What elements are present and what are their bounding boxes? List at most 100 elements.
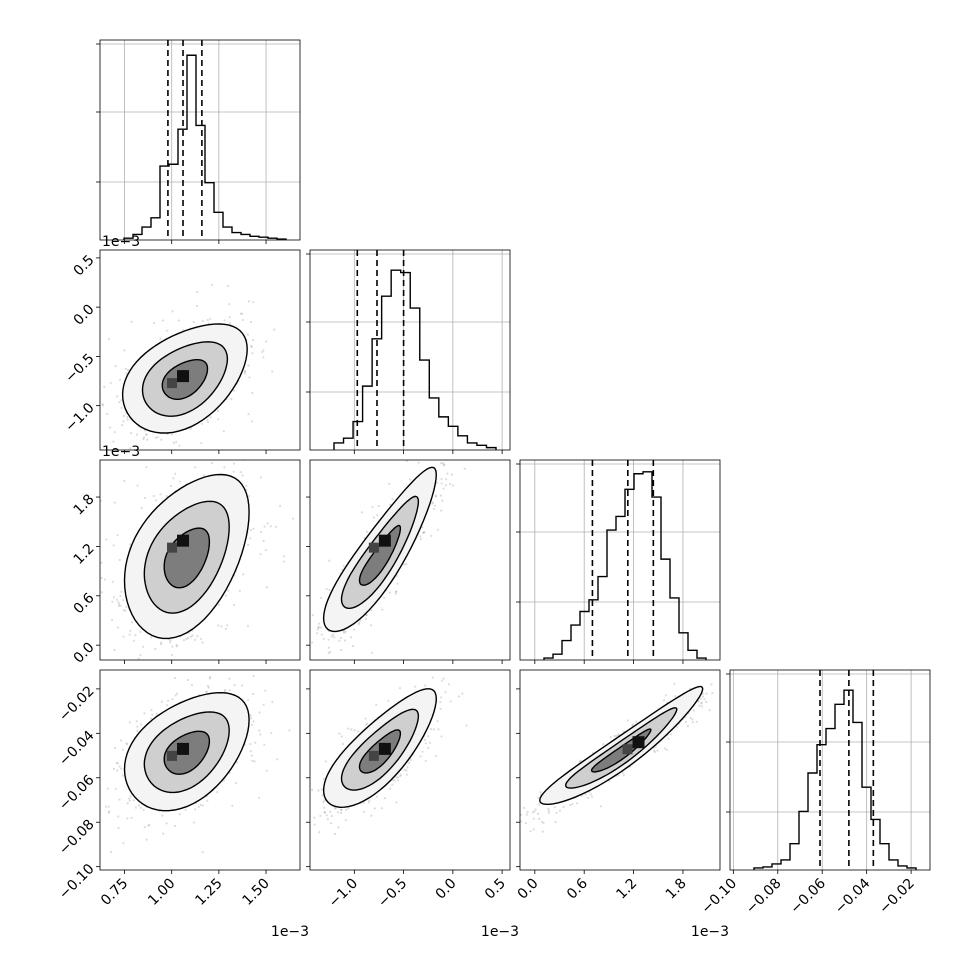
scatter-point: [123, 415, 125, 417]
scatter-point: [452, 484, 454, 486]
scatter-point: [112, 441, 114, 443]
scatter-point: [175, 694, 177, 696]
scatter-point: [142, 646, 144, 648]
scatter-point: [190, 649, 192, 651]
scatter-point: [397, 583, 399, 585]
hist-panel-2: [516, 460, 720, 660]
scatter-point: [119, 765, 121, 767]
scatter-point: [119, 694, 121, 696]
scatter-point: [119, 379, 121, 381]
scatter-point: [701, 705, 703, 707]
scatter-point: [371, 652, 373, 654]
scatter-point: [155, 465, 157, 467]
scatter-point: [201, 642, 203, 644]
scatter-point: [340, 649, 342, 651]
scatter-point: [406, 766, 408, 768]
scatter-point: [133, 799, 135, 801]
scatter-point: [283, 555, 285, 557]
scatter-point: [441, 680, 443, 682]
scatter-point: [302, 686, 304, 688]
scatter-point: [247, 625, 249, 627]
scatter-point: [427, 735, 429, 737]
scatter-point: [253, 720, 255, 722]
density-peak: [177, 370, 189, 382]
scatter-point: [162, 833, 164, 835]
scatter-point: [170, 639, 172, 641]
scatter-point: [247, 365, 249, 367]
scatter-point: [205, 691, 207, 693]
scatter-point: [391, 498, 393, 500]
scatter-point: [233, 471, 235, 473]
scatter-point: [435, 495, 437, 497]
scatter-point: [174, 825, 176, 827]
scatter-point: [263, 704, 265, 706]
scatter-point: [187, 465, 189, 467]
scatter-point: [247, 413, 249, 415]
scatter-point: [202, 320, 204, 322]
scatter-point: [101, 591, 103, 593]
scatter-point: [226, 624, 228, 626]
scatter-point: [352, 645, 354, 647]
scatter-point: [166, 704, 168, 706]
scatter-point: [130, 432, 132, 434]
scatter-point: [450, 700, 452, 702]
scatter-point: [166, 822, 168, 824]
scatter-point: [328, 589, 330, 591]
scatter-point: [365, 724, 367, 726]
scatter-point: [122, 636, 124, 638]
scatter-point: [120, 399, 122, 401]
scatter-point: [129, 634, 131, 636]
scatter-point: [118, 401, 120, 403]
scatter-point: [510, 821, 512, 823]
density-cell: [167, 751, 177, 761]
scatter-point: [209, 318, 211, 320]
scatter-point: [110, 851, 112, 853]
scatter-point: [94, 478, 96, 480]
hist-0-frame: [100, 40, 300, 240]
scatter-point: [227, 285, 229, 287]
scatter-point: [389, 788, 391, 790]
scatter-point: [241, 313, 243, 315]
hist-2-frame: [520, 460, 720, 660]
scatter-point: [216, 791, 218, 793]
scatter-point: [405, 457, 407, 459]
scatter-point: [235, 647, 237, 649]
scatter-point: [193, 321, 195, 323]
scatter-point: [105, 806, 107, 808]
scatter-point: [240, 471, 242, 473]
density-cell: [369, 543, 379, 553]
scatter-point: [114, 649, 116, 651]
scatter-point: [663, 699, 665, 701]
scatter-point: [247, 699, 249, 701]
scatter-point: [220, 625, 222, 627]
scatter-point: [196, 305, 198, 307]
scatter-point: [135, 806, 137, 808]
scatter-point: [210, 446, 212, 448]
scatter-point: [338, 640, 340, 642]
scatter-point: [129, 630, 131, 632]
scatter-point: [667, 738, 669, 740]
scatter-point: [147, 825, 149, 827]
scatter-point: [664, 747, 666, 749]
scatter-point: [111, 601, 113, 603]
scatter-point: [439, 708, 441, 710]
scatter-point: [116, 395, 118, 397]
scatter-point: [262, 349, 264, 351]
scatter-point: [250, 529, 252, 531]
scatter-point: [192, 679, 194, 681]
scatter-point: [666, 749, 668, 751]
scatter-point: [354, 729, 356, 731]
scatter-point: [231, 805, 233, 807]
scatter-point: [327, 818, 329, 820]
scatter-point: [721, 671, 723, 673]
scatter-point: [437, 728, 439, 730]
scatter-point: [131, 621, 133, 623]
scatter-point: [140, 723, 142, 725]
scatter-point: [218, 604, 220, 606]
scatter-point: [178, 319, 180, 321]
scatter-point: [437, 529, 439, 531]
scatter-point: [434, 661, 436, 663]
scatter-point: [269, 434, 271, 436]
scatter-panel-2-1: [258, 430, 483, 706]
